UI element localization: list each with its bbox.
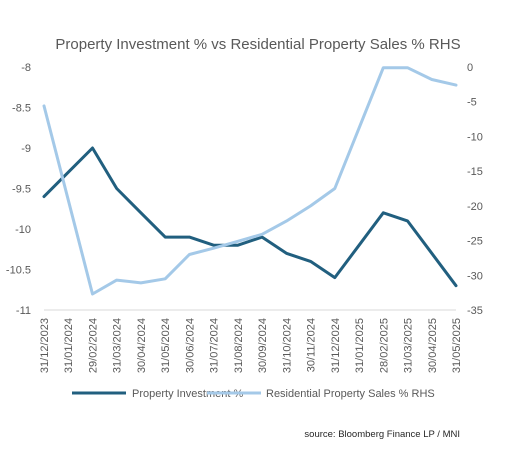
x-axis: 31/12/2023 31/01/2024 29/02/2024 31/03/2024… bbox=[39, 309, 463, 373]
y-left-tick-label: -8.5 bbox=[12, 103, 31, 115]
chart-title: Property Investment % vs Residential Pro… bbox=[55, 36, 460, 53]
y-right-tick-label: -15 bbox=[467, 166, 483, 178]
x-tick-label: 31/12/2023 bbox=[39, 318, 51, 373]
y-axis-right: 0 -5 -10 -15 -20 -25 -30 -35 bbox=[467, 62, 483, 317]
x-tick-label: 31/12/2024 bbox=[330, 318, 342, 373]
y-right-tick-label: -30 bbox=[467, 270, 483, 282]
x-tick-label: 31/03/2024 bbox=[112, 318, 124, 373]
y-left-tick-label: -11 bbox=[16, 305, 31, 317]
source-note: source: Bloomberg Finance LP / MNI bbox=[304, 429, 460, 440]
x-tick-label: 31/08/2024 bbox=[233, 318, 245, 373]
x-tick-label: 30/06/2024 bbox=[184, 318, 196, 373]
y-right-tick-label: 0 bbox=[467, 62, 473, 74]
y-right-tick-label: -35 bbox=[467, 305, 483, 317]
x-tick-label: 30/09/2024 bbox=[257, 318, 269, 373]
x-tick-label: 30/04/2025 bbox=[427, 318, 439, 373]
y-right-tick-label: -5 bbox=[467, 97, 477, 109]
y-left-tick-label: -10 bbox=[15, 224, 31, 236]
series-line-left bbox=[42, 146, 458, 288]
x-tick-label: 29/02/2024 bbox=[87, 318, 99, 373]
y-right-tick-label: -25 bbox=[467, 236, 483, 248]
y-right-tick-label: -10 bbox=[467, 131, 483, 143]
x-tick-label: 31/07/2024 bbox=[209, 318, 221, 373]
series-layer bbox=[42, 66, 458, 296]
x-tick-label: 31/01/2024 bbox=[63, 318, 75, 373]
x-tick-label: 31/01/2025 bbox=[354, 318, 366, 373]
y-left-tick-label: -8 bbox=[21, 62, 31, 74]
series-line-right bbox=[42, 66, 458, 296]
y-right-tick-label: -20 bbox=[467, 201, 483, 213]
legend-label: Residential Property Sales % RHS bbox=[266, 388, 435, 400]
x-tick-label: 31/05/2025 bbox=[451, 318, 463, 373]
y-left-tick-label: -9.5 bbox=[12, 184, 31, 196]
y-axis-left: -8 -8.5 -9 -9.5 -10 -10.5 -11 bbox=[6, 62, 31, 317]
x-tick-label: 31/03/2025 bbox=[403, 318, 415, 373]
legend-label: Property Investment % bbox=[132, 388, 243, 400]
y-left-tick-label: -10.5 bbox=[6, 265, 31, 277]
y-left-tick-label: -9 bbox=[21, 143, 31, 155]
x-tick-label: 31/05/2024 bbox=[160, 318, 172, 373]
legend: Property Investment % Residential Propert… bbox=[72, 388, 435, 400]
x-tick-label: 28/02/2025 bbox=[378, 318, 390, 373]
x-tick-label: 30/04/2024 bbox=[136, 318, 148, 373]
x-tick-label: 31/10/2024 bbox=[281, 318, 293, 373]
x-tick-label: 30/11/2024 bbox=[306, 318, 318, 372]
